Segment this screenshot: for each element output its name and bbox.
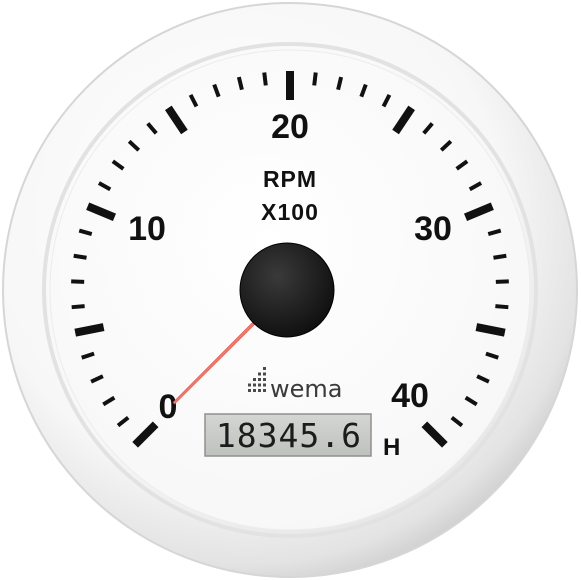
major-tick (74, 323, 105, 337)
unit-label-rpm: RPM (263, 166, 317, 192)
logo-dot (263, 367, 266, 370)
minor-tick (146, 122, 158, 135)
minor-tick (495, 304, 509, 310)
needle-hub (239, 242, 335, 338)
minor-tick (381, 93, 392, 108)
logo-dot (253, 383, 256, 387)
minor-tick (73, 253, 87, 260)
scale-number: 10 (128, 210, 166, 248)
hour-counter-unit: H (383, 434, 400, 461)
minor-tick (236, 76, 244, 91)
minor-tick (116, 415, 130, 428)
scale-number: 30 (414, 210, 452, 248)
bezel-inner-edge (42, 42, 538, 538)
minor-tick (127, 139, 141, 152)
minor-tick (476, 374, 490, 384)
scale-ticks (71, 71, 509, 448)
minor-tick (212, 83, 221, 98)
minor-tick (485, 351, 499, 360)
minor-tick (468, 181, 483, 192)
hour-counter-display (204, 413, 372, 457)
minor-tick (493, 253, 507, 260)
minor-tick (336, 76, 344, 91)
logo-dot (258, 383, 261, 387)
logo-dot (258, 378, 261, 381)
major-tick (421, 421, 448, 448)
brand-logo: wema (248, 367, 342, 403)
unit-label-multiplier: X100 (261, 199, 319, 225)
minor-tick (188, 93, 199, 108)
major-tick (464, 202, 494, 221)
scale-numbers: 0 10 20 30 40 (128, 108, 452, 426)
minor-tick (262, 72, 268, 86)
logo-dot (248, 389, 251, 392)
minor-tick (439, 139, 453, 152)
logo-dot (263, 383, 266, 387)
major-tick (165, 105, 188, 135)
brand-logo-mark (248, 367, 266, 392)
major-tick (392, 105, 415, 135)
minor-tick (81, 351, 95, 360)
scale-number: 20 (271, 108, 309, 146)
minor-tick (71, 279, 85, 284)
minor-tick (71, 304, 85, 310)
logo-dot (253, 389, 256, 392)
scale-number: 0 (159, 388, 178, 426)
scale-number: 40 (391, 377, 429, 415)
minor-tick (464, 395, 478, 407)
logo-dot (253, 378, 256, 381)
minor-tick (97, 181, 112, 192)
hour-counter-value: 18345.6 (216, 416, 362, 455)
major-tick (475, 323, 506, 337)
minor-tick (450, 415, 464, 428)
logo-dot (258, 372, 261, 376)
logo-dot (258, 389, 261, 392)
minor-tick (359, 83, 368, 98)
minor-tick (487, 228, 502, 237)
minor-tick (78, 228, 93, 237)
logo-dot (263, 372, 266, 376)
minor-tick (422, 122, 434, 135)
minor-tick (102, 395, 116, 407)
brand-logo-text: wema (270, 375, 342, 403)
minor-tick (455, 159, 469, 171)
major-tick (86, 202, 116, 221)
minor-tick (495, 279, 509, 284)
hour-counter: 18345.6 H (204, 413, 400, 461)
minor-tick (111, 159, 125, 171)
minor-tick (312, 72, 318, 86)
logo-dot (263, 378, 266, 381)
logo-dot (263, 389, 266, 392)
major-tick (132, 421, 159, 448)
minor-tick (90, 374, 104, 384)
logo-dot (248, 383, 251, 387)
